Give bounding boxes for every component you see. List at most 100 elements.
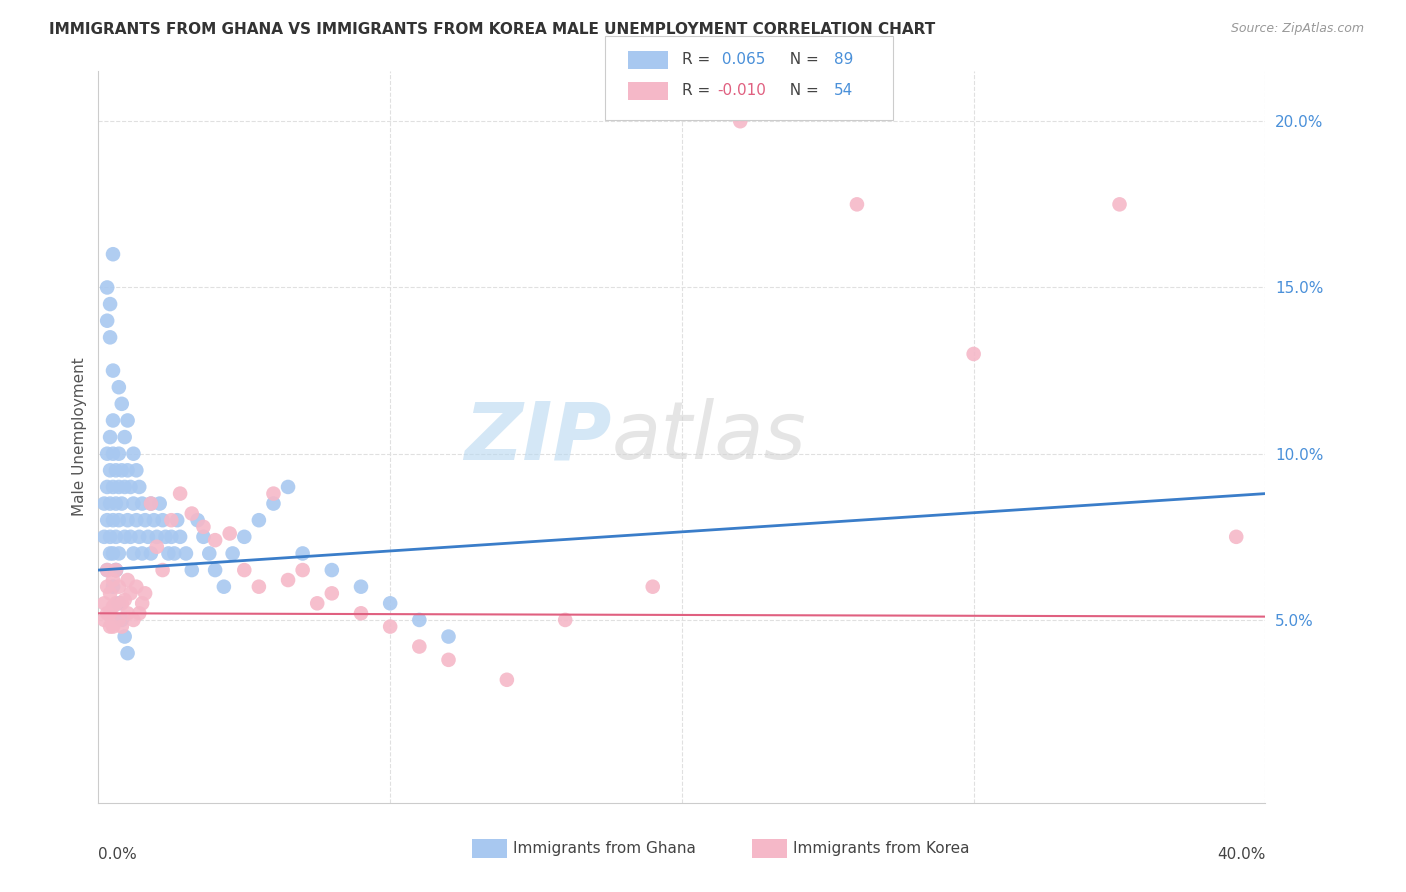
- Point: [128, 480, 150, 494]
- Point: [193, 530, 215, 544]
- Point: [380, 596, 402, 610]
- Point: [101, 580, 124, 594]
- Point: [122, 546, 145, 560]
- Point: [641, 580, 664, 594]
- Point: [111, 613, 134, 627]
- Point: [117, 646, 139, 660]
- Point: [142, 513, 165, 527]
- Point: [146, 540, 169, 554]
- Point: [247, 580, 270, 594]
- Point: [125, 580, 148, 594]
- Point: [101, 413, 124, 427]
- Point: [149, 497, 172, 511]
- Point: [114, 630, 136, 644]
- Point: [1108, 197, 1130, 211]
- Point: [98, 463, 121, 477]
- Text: 89: 89: [834, 53, 853, 67]
- Point: [96, 314, 118, 328]
- Point: [437, 653, 460, 667]
- Point: [131, 546, 153, 560]
- Point: [117, 413, 139, 427]
- Point: [128, 530, 150, 544]
- Point: [98, 297, 121, 311]
- Point: [117, 607, 139, 621]
- Point: [117, 573, 139, 587]
- Point: [212, 580, 235, 594]
- Point: [262, 486, 284, 500]
- Text: -0.010: -0.010: [717, 84, 766, 98]
- Point: [187, 513, 209, 527]
- Point: [104, 563, 127, 577]
- Point: [96, 563, 118, 577]
- Bar: [752, 839, 787, 858]
- Point: [437, 630, 460, 644]
- Point: [111, 619, 134, 633]
- Point: [114, 593, 136, 607]
- Point: [108, 380, 131, 394]
- Point: [98, 586, 121, 600]
- Point: [307, 596, 329, 610]
- Point: [117, 513, 139, 527]
- Point: [160, 530, 183, 544]
- Point: [101, 546, 124, 560]
- Point: [101, 619, 124, 633]
- Point: [104, 497, 127, 511]
- Point: [131, 497, 153, 511]
- Text: Immigrants from Ghana: Immigrants from Ghana: [513, 841, 696, 856]
- Point: [846, 197, 869, 211]
- Point: [233, 563, 256, 577]
- Point: [152, 513, 174, 527]
- Point: [1225, 530, 1247, 544]
- Point: [139, 497, 162, 511]
- Point: [198, 546, 221, 560]
- Point: [730, 114, 752, 128]
- Point: [104, 530, 127, 544]
- Point: [496, 673, 519, 687]
- Text: 40.0%: 40.0%: [1218, 847, 1265, 862]
- Point: [136, 530, 159, 544]
- Point: [408, 613, 430, 627]
- Point: [128, 607, 150, 621]
- Point: [101, 480, 124, 494]
- Point: [108, 596, 131, 610]
- Point: [96, 580, 118, 594]
- Point: [108, 580, 131, 594]
- Point: [111, 463, 134, 477]
- Point: [125, 463, 148, 477]
- Point: [122, 447, 145, 461]
- Point: [108, 447, 131, 461]
- Point: [96, 280, 118, 294]
- Point: [111, 596, 134, 610]
- Point: [380, 619, 402, 633]
- Point: [104, 563, 127, 577]
- Point: [93, 613, 115, 627]
- Text: IMMIGRANTS FROM GHANA VS IMMIGRANTS FROM KOREA MALE UNEMPLOYMENT CORRELATION CHA: IMMIGRANTS FROM GHANA VS IMMIGRANTS FROM…: [49, 22, 935, 37]
- Point: [98, 430, 121, 444]
- Point: [108, 613, 131, 627]
- Point: [131, 596, 153, 610]
- Text: R =: R =: [682, 84, 716, 98]
- Point: [218, 526, 240, 541]
- Point: [174, 546, 197, 560]
- Point: [96, 563, 118, 577]
- Point: [101, 363, 124, 377]
- Point: [321, 563, 343, 577]
- Point: [98, 330, 121, 344]
- Point: [93, 530, 115, 544]
- Point: [120, 530, 142, 544]
- Point: [247, 513, 270, 527]
- Point: [277, 573, 299, 587]
- Text: N =: N =: [780, 53, 824, 67]
- Point: [134, 586, 156, 600]
- Point: [163, 546, 186, 560]
- Point: [96, 607, 118, 621]
- Point: [554, 613, 576, 627]
- Point: [114, 530, 136, 544]
- Point: [104, 596, 127, 610]
- Text: N =: N =: [780, 84, 824, 98]
- Point: [152, 563, 174, 577]
- Point: [134, 513, 156, 527]
- Point: [101, 513, 124, 527]
- Point: [193, 520, 215, 534]
- Point: [180, 507, 202, 521]
